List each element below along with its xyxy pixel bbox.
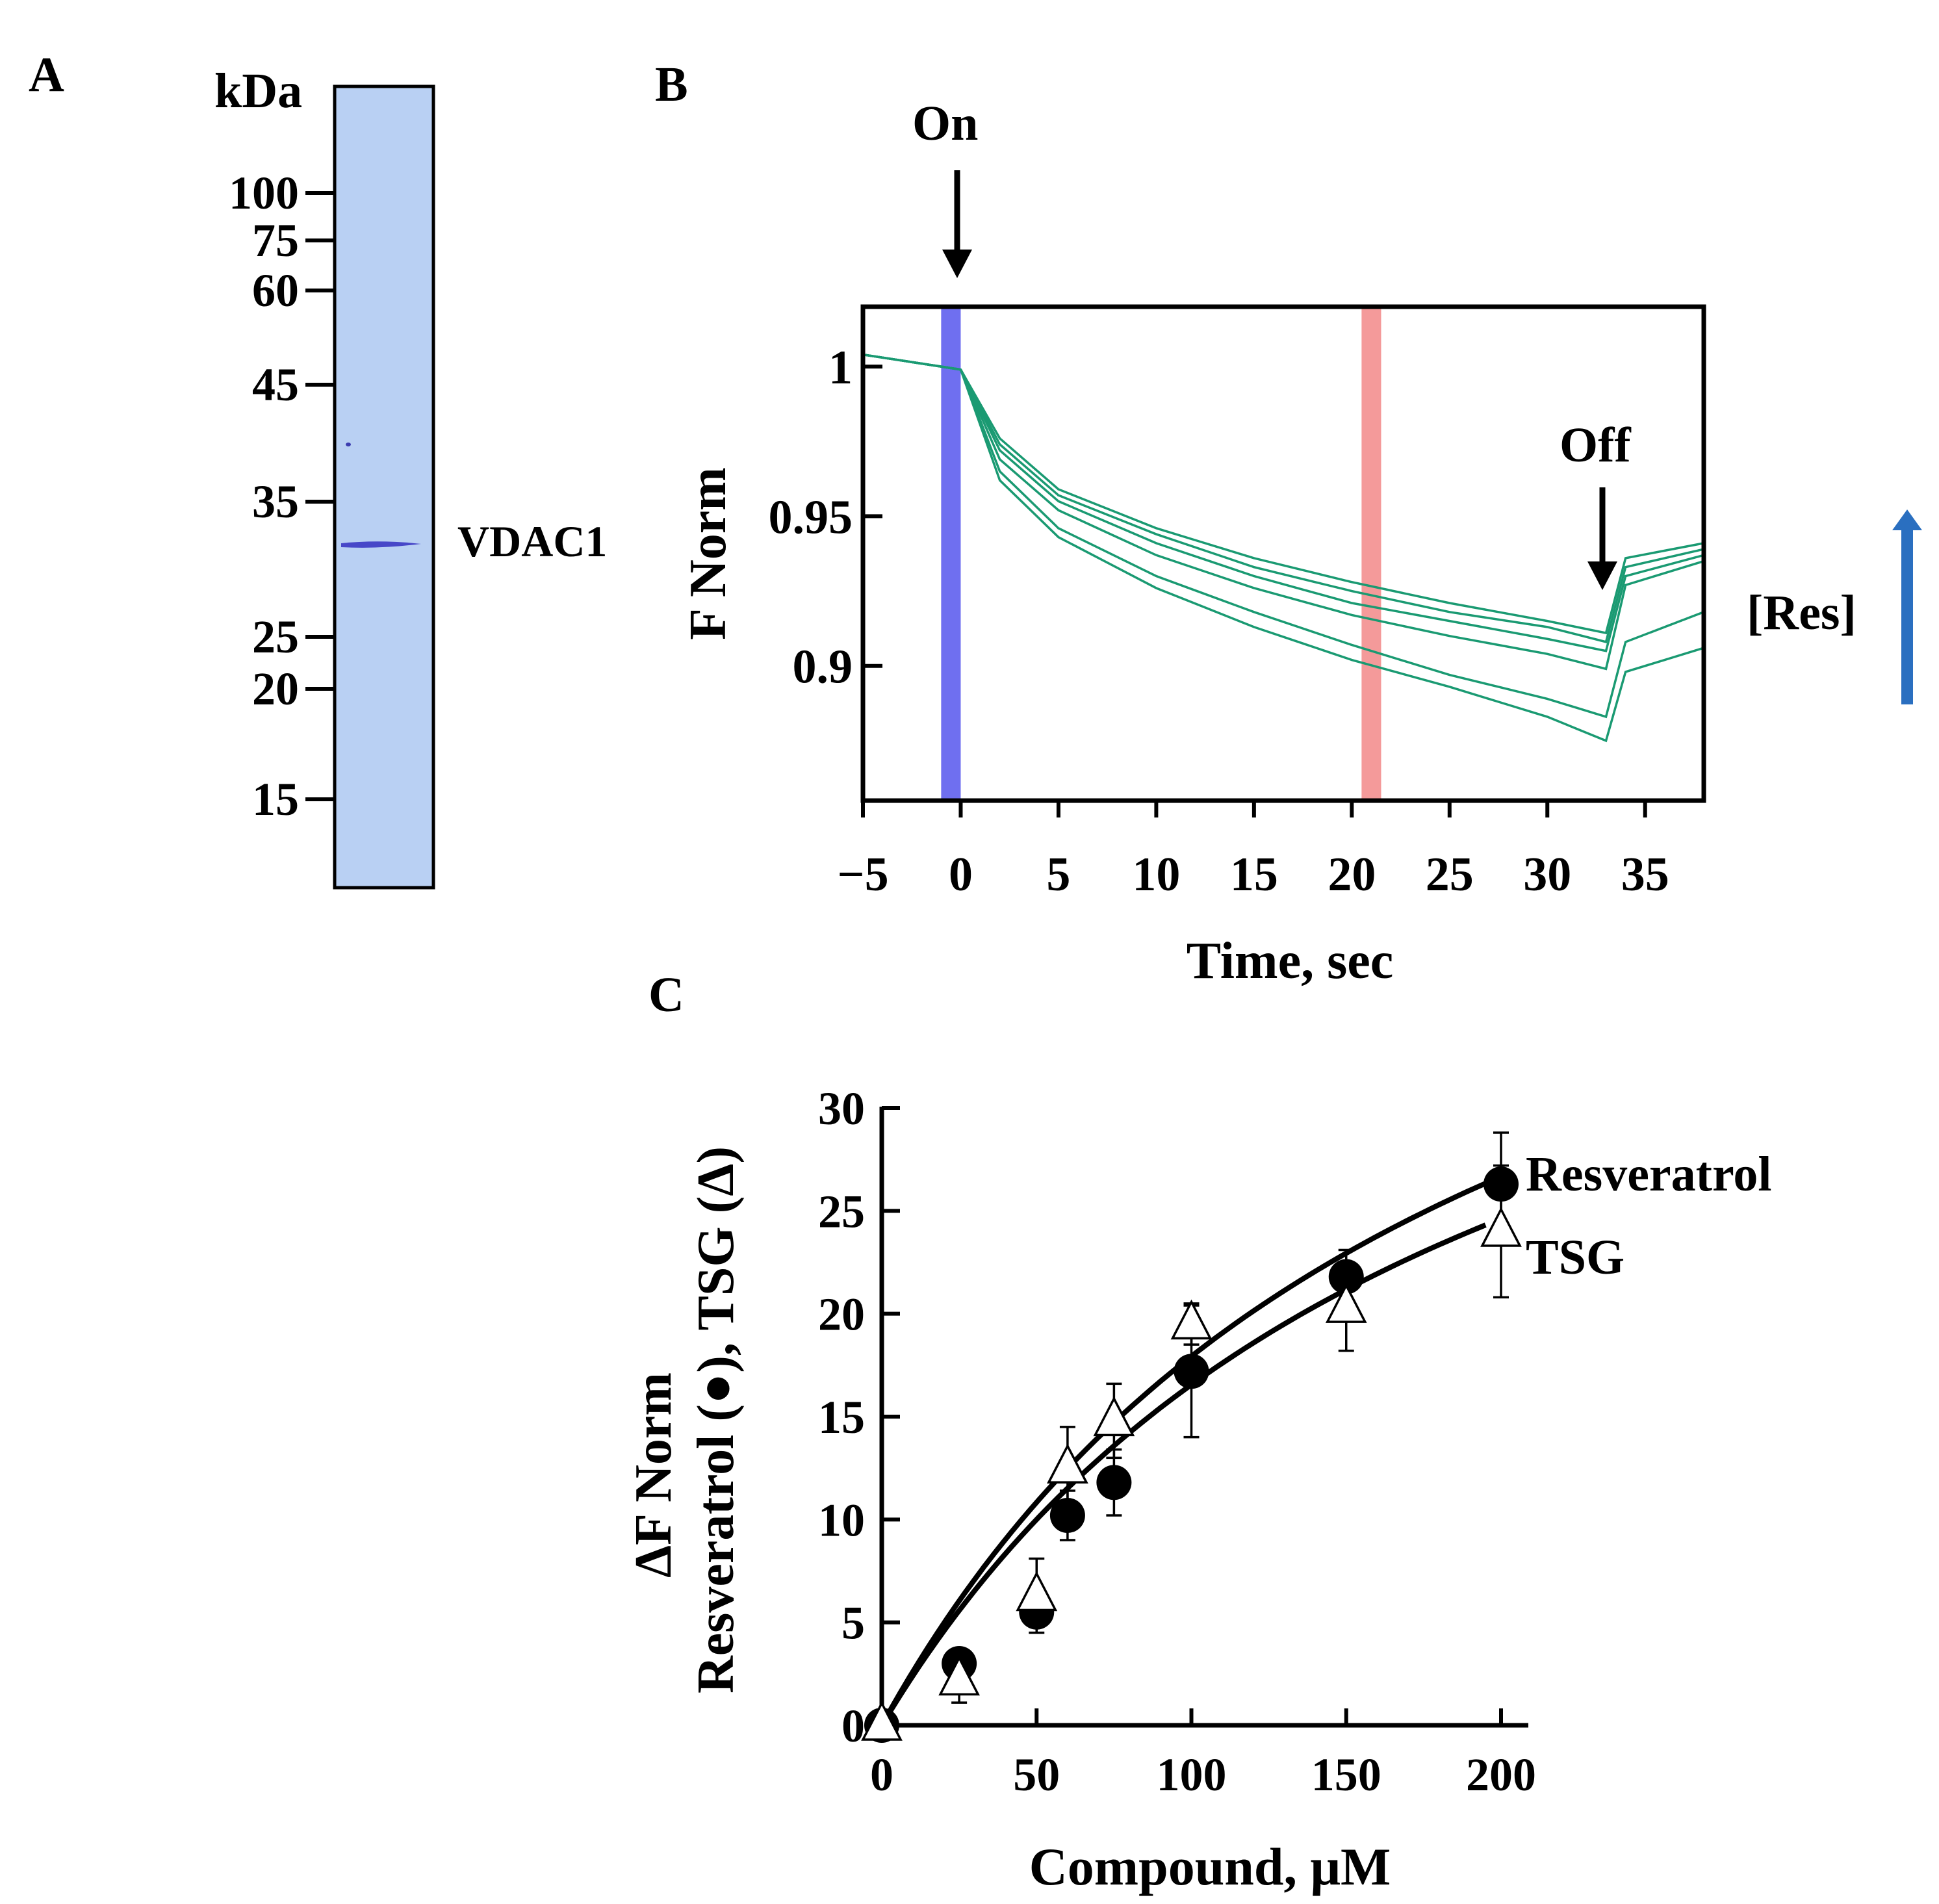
- marker-label-25: 25: [252, 611, 299, 663]
- gel-speck: [346, 443, 351, 446]
- tsg-point: [1047, 1443, 1088, 1484]
- tsg-point: [1093, 1396, 1135, 1437]
- x-tick-label-c: 0: [870, 1749, 893, 1801]
- tsg-point: [1480, 1207, 1522, 1247]
- x-tick-label-b: 35: [1621, 848, 1669, 901]
- on-label: On: [912, 96, 978, 151]
- resveratrol-point: [1049, 1498, 1085, 1533]
- y-tick-label-b: 0.9: [793, 641, 853, 694]
- res-label: [Res]: [1747, 585, 1856, 640]
- trace-line-1: [862, 353, 1704, 635]
- y-axis-label-b: F Norm: [680, 467, 737, 640]
- resveratrol-series-label: Resveratrol: [1526, 1147, 1771, 1202]
- x-tick-label-c: 150: [1311, 1749, 1381, 1801]
- x-axis-label-c: Compound, μM: [1029, 1837, 1391, 1896]
- x-axis-label-b: Time, sec: [1187, 933, 1393, 990]
- panel-c-label: C: [648, 968, 684, 1022]
- gel-lane: [333, 84, 435, 890]
- on-shaded-band: [941, 307, 961, 801]
- plot-frame-b: [860, 304, 1706, 803]
- y-tick-label-b: 1: [828, 341, 853, 394]
- y-axis-label-c: ΔF Norm: [625, 1372, 682, 1578]
- on-arrow: [942, 170, 972, 278]
- trace-line-5: [862, 353, 1704, 719]
- trace-line-2: [862, 353, 1704, 644]
- marker-label-75: 75: [252, 214, 299, 266]
- trace-line-6: [862, 353, 1704, 744]
- y-tick-label-c: 25: [818, 1185, 865, 1237]
- panel-a-label: A: [29, 47, 64, 102]
- resveratrol-point: [1174, 1354, 1209, 1389]
- x-tick-label-b: 30: [1523, 848, 1571, 901]
- res-increase-arrow: [1892, 509, 1922, 704]
- x-tick-label-b: 20: [1328, 848, 1376, 901]
- x-tick-label-c: 50: [1013, 1749, 1060, 1801]
- kda-unit-label: kDa: [214, 64, 302, 118]
- tsg-series-label: TSG: [1526, 1230, 1624, 1285]
- x-tick-label-b: 25: [1426, 848, 1474, 901]
- panel-c: C 0 5 10 15 20 25 30 0 50 100 150 200 Compound, μM ΔF…: [625, 968, 1771, 1896]
- marker-label-15: 15: [252, 773, 299, 825]
- tsg-point: [938, 1655, 981, 1696]
- x-tick-label-b: 0: [949, 848, 973, 901]
- y-tick-label-c: 30: [818, 1083, 865, 1135]
- y-tick-label-c: 10: [818, 1494, 865, 1546]
- marker-label-45: 45: [252, 359, 299, 411]
- y-tick-label-c: 15: [818, 1391, 865, 1443]
- y-tick-label-b: 0.95: [769, 491, 853, 544]
- vdac1-band: [341, 541, 421, 548]
- resveratrol-point: [1096, 1465, 1132, 1500]
- y-tick-label-c: 20: [818, 1289, 865, 1341]
- x-tick-label-b: 10: [1132, 848, 1180, 901]
- tsg-point: [1325, 1283, 1367, 1323]
- y-axis-label-c-line2: Resveratrol (●), TSG (Δ): [687, 1146, 745, 1693]
- x-tick-label-c: 200: [1466, 1749, 1536, 1801]
- chart-c: 0 5 10 15 20 25 30 0 50 100 150 200 Compound, μM ΔF N…: [625, 1083, 1536, 1896]
- x-tick-label-b: −5: [837, 848, 888, 901]
- y-tick-label-c: 5: [841, 1597, 865, 1649]
- tsg-point: [861, 1701, 903, 1741]
- tsg-point: [1170, 1299, 1213, 1340]
- y-tick-label-c: 0: [841, 1700, 865, 1752]
- off-label: Off: [1560, 418, 1632, 472]
- marker-label-60: 60: [252, 264, 299, 316]
- marker-label-35: 35: [252, 476, 299, 528]
- trace-line-3: [862, 353, 1704, 653]
- tsg-fit-curve: [879, 1222, 1487, 1727]
- x-tick-label-b: 15: [1230, 848, 1278, 901]
- vdac1-label: VDAC1: [457, 517, 607, 566]
- trace-line-4: [862, 353, 1704, 671]
- off-shaded-band: [1361, 307, 1381, 801]
- marker-label-100: 100: [229, 167, 299, 219]
- off-arrow: [1587, 487, 1617, 590]
- panel-b: B On Off [Res] −5 0 5 10 15 20 25 30 35 0.9 0.95 1 T…: [655, 57, 1922, 990]
- chart-b: −5 0 5 10 15 20 25 30 35 0.9 0.95 1 Time, sec F Norm: [680, 304, 1706, 990]
- marker-label-20: 20: [252, 663, 299, 715]
- x-tick-label-c: 100: [1157, 1749, 1227, 1801]
- tsg-point: [1016, 1571, 1058, 1612]
- x-tick-label-b: 5: [1046, 848, 1070, 901]
- panel-b-label: B: [655, 57, 688, 112]
